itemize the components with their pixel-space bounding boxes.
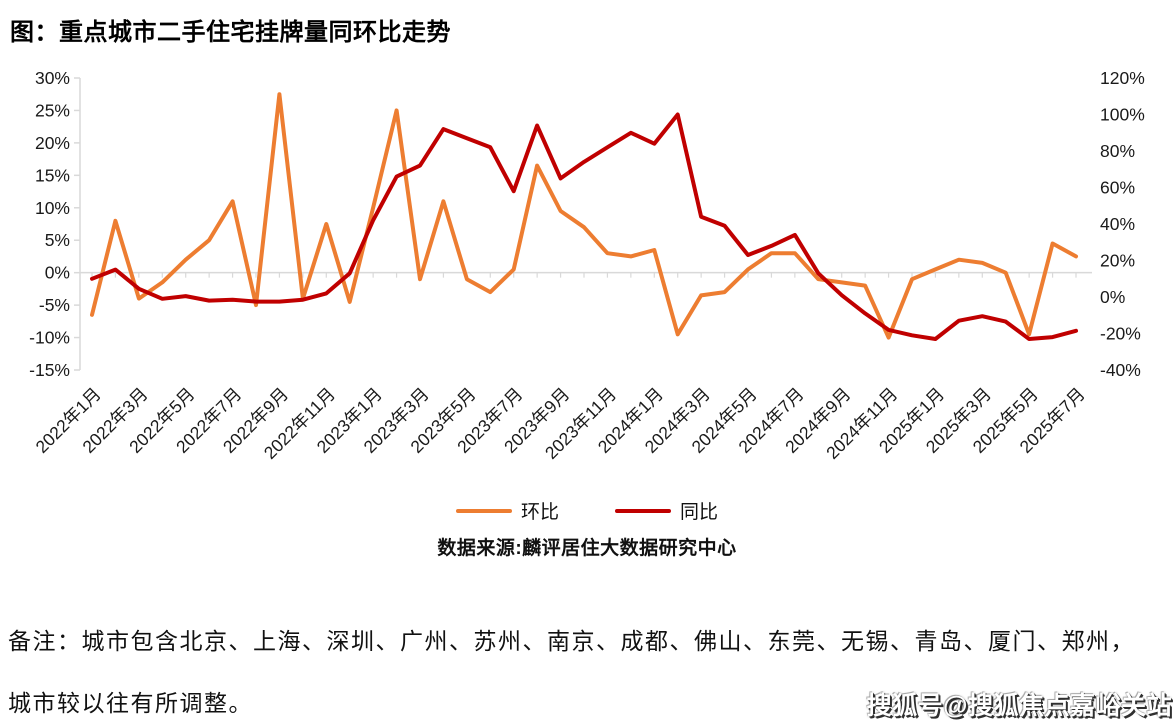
right-axis-label: 20% bbox=[1100, 251, 1135, 271]
right-axis-label: 40% bbox=[1100, 214, 1135, 234]
series-line-mom bbox=[90, 92, 1078, 340]
watermark: 搜狐号@搜狐焦点嘉峪关站 bbox=[866, 692, 1172, 720]
right-axis-label: 0% bbox=[1100, 287, 1125, 307]
legend-label-yoy: 同比 bbox=[680, 502, 719, 523]
left-axis-label: -10% bbox=[29, 328, 70, 348]
series-line-yoy bbox=[90, 112, 1078, 341]
note-line-2: 城市较以往有所调整。 bbox=[8, 691, 253, 716]
right-axis-label: 60% bbox=[1100, 178, 1135, 198]
left-axis-label: 0% bbox=[45, 263, 70, 283]
note-line-1: 备注：城市包含北京、上海、深圳、广州、苏州、南京、成都、佛山、东莞、无锡、青岛、… bbox=[8, 629, 1135, 654]
left-axis-label: 5% bbox=[45, 230, 70, 250]
line-chart: 30% 25% 20% 15% 10% 5% 0% -5% -10% -15% 120% 100% 80… bbox=[29, 68, 1145, 463]
right-axis-label: 120% bbox=[1100, 68, 1145, 88]
left-axis-label: 15% bbox=[35, 165, 70, 185]
right-axis-label: -40% bbox=[1100, 360, 1141, 380]
legend-item-yoy: 同比 bbox=[615, 497, 718, 524]
mom-line-swatch-icon bbox=[455, 508, 512, 513]
right-axis-label: 80% bbox=[1100, 141, 1135, 161]
left-axis-label: -5% bbox=[39, 295, 70, 315]
legend-label-mom: 环比 bbox=[520, 502, 559, 523]
legend-item-mom: 环比 bbox=[455, 497, 559, 524]
left-axis-label: -15% bbox=[29, 360, 70, 380]
left-axis-label: 25% bbox=[35, 100, 70, 120]
chart-legend: 环比 同比 bbox=[0, 497, 1174, 524]
yoy-line-swatch-icon bbox=[615, 508, 671, 513]
left-axis-label: 10% bbox=[35, 198, 70, 218]
left-axis-label: 20% bbox=[35, 133, 70, 153]
right-axis-label: -20% bbox=[1100, 324, 1141, 344]
right-axis-label: 100% bbox=[1100, 105, 1145, 125]
left-axis-label: 30% bbox=[35, 68, 70, 88]
data-source: 数据来源:麟评居住大数据研究中心 bbox=[437, 538, 737, 559]
chart-title: 图：重点城市二手住宅挂牌量同环比走势 bbox=[10, 19, 451, 46]
